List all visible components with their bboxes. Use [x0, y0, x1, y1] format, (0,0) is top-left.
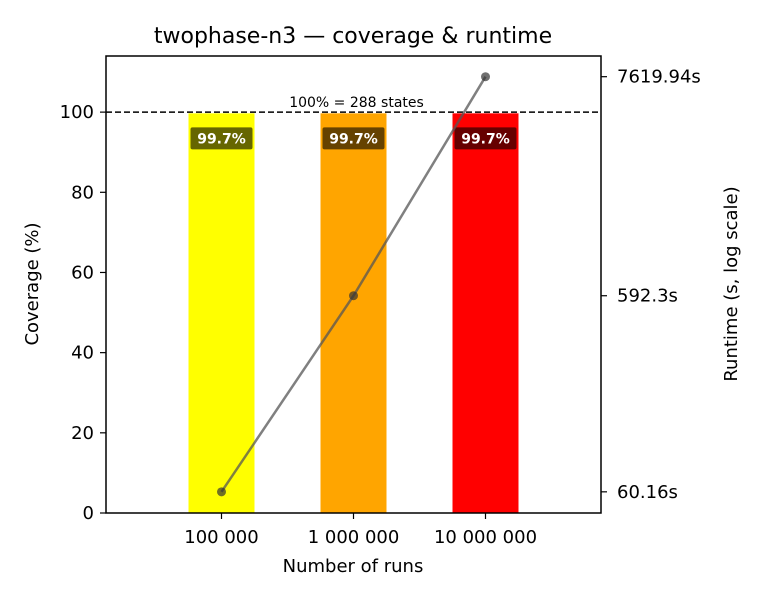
y-tick-label-20: 20 — [71, 423, 94, 444]
chart-title: twophase-n3 — coverage & runtime — [154, 24, 552, 49]
y2-tick-label-3: 7619.94s — [617, 67, 701, 88]
runtime-point-2 — [349, 291, 358, 301]
bar-1 — [188, 113, 255, 513]
y-tick-label-40: 40 — [71, 343, 94, 364]
x-tick-label-1: 100 000 — [184, 527, 258, 548]
y-tick-label-100: 100 — [60, 102, 94, 123]
plot-area: 99.7% 99.7% 99.7% 100% = 288 states 0 20 40 60 8… — [60, 55, 701, 548]
x-tick-label-2: 1 000 000 — [308, 527, 400, 548]
reference-line-label: 100% = 288 states — [289, 95, 424, 111]
bar-2 — [320, 113, 387, 513]
runtime-point-1 — [217, 487, 226, 497]
bar-value-label-box-2 — [322, 127, 385, 150]
y-tick-label-60: 60 — [71, 262, 94, 283]
bar-value-label-3: 99.7% — [461, 131, 510, 147]
bar-value-label-2: 99.7% — [329, 131, 378, 147]
x-axis-label: Number of runs — [283, 556, 424, 577]
y-tick-label-80: 80 — [71, 182, 94, 203]
y2-tick-label-1: 60.16s — [617, 482, 678, 503]
bar-value-label-box-1 — [190, 127, 253, 150]
bar-value-label-box-3 — [454, 127, 517, 150]
y-axis-label: Coverage (%) — [22, 222, 43, 345]
y2-tick-label-2: 592.3s — [617, 286, 678, 307]
bar-3 — [452, 113, 519, 513]
bar-value-label-1: 99.7% — [197, 131, 246, 147]
x-tick-label-3: 10 000 000 — [434, 527, 537, 548]
runtime-point-3 — [481, 72, 490, 82]
y-tick-label-0: 0 — [83, 503, 94, 524]
y2-axis-label: Runtime (s, log scale) — [721, 186, 742, 381]
